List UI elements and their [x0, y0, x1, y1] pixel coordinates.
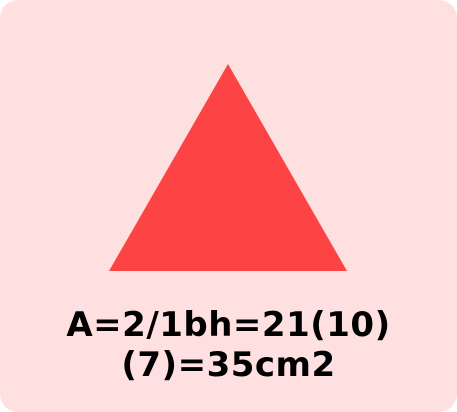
formula-line-1: A=2/1bh=21(10) — [66, 305, 391, 345]
triangle-shape — [109, 64, 347, 271]
triangle — [109, 64, 347, 271]
formula-line-2: (7)=35cm2 — [121, 345, 336, 385]
area-formula: A=2/1bh=21(10) (7)=35cm2 — [0, 305, 457, 385]
